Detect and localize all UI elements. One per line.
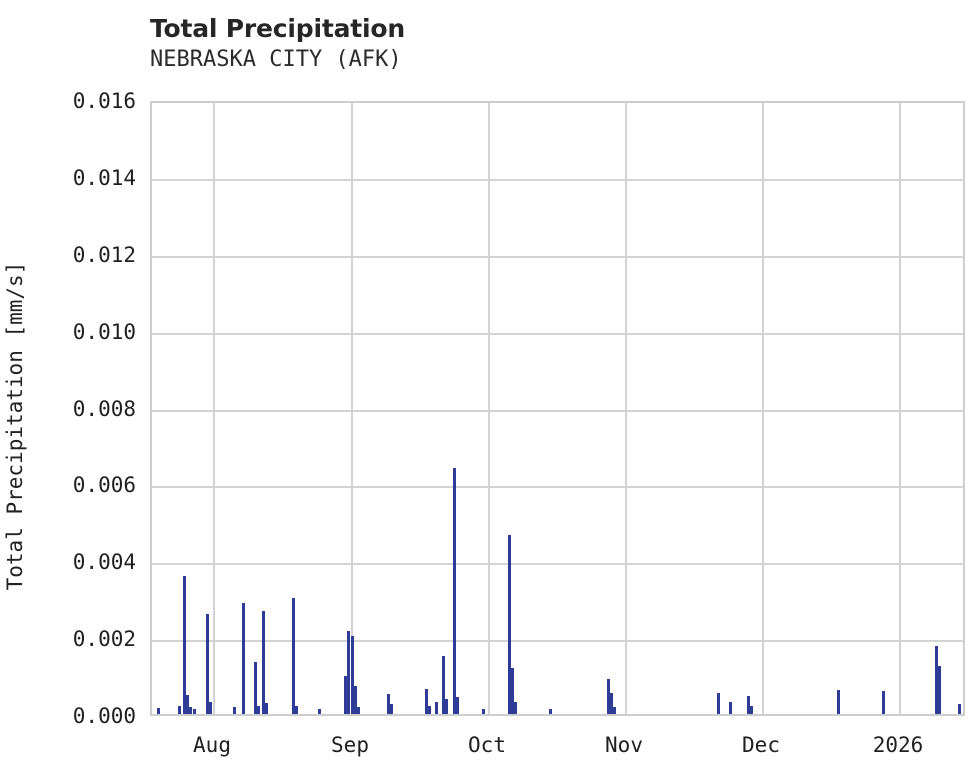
precipitation-bar [881, 690, 885, 714]
precipitation-bar [481, 709, 485, 714]
chart-subtitle: NEBRASKA CITY (AFK) [150, 47, 402, 72]
gridline-horizontal [152, 255, 963, 258]
y-tick-label: 0.002 [72, 627, 136, 652]
precipitation-bar [746, 695, 750, 714]
y-tick-label: 0.004 [72, 550, 136, 575]
precipitation-bar [261, 611, 265, 714]
title-block: Total Precipitation NEBRASKA CITY (AFK) [150, 14, 910, 74]
y-tick-label: 0.012 [72, 242, 136, 267]
precipitation-bar [343, 675, 347, 714]
precipitation-bar [424, 688, 428, 714]
y-axis-label-text: Total Precipitation [mm/s] [3, 261, 27, 591]
precipitation-bar [513, 702, 517, 714]
precipitation-bar [386, 694, 390, 714]
precipitation-bar [455, 696, 459, 714]
gridline-vertical [351, 103, 353, 714]
precipitation-bar [350, 635, 354, 714]
y-tick-label: 0.014 [72, 165, 136, 190]
gridline-vertical [213, 103, 215, 714]
y-tick-label: 0.006 [72, 473, 136, 498]
gridline-horizontal [152, 178, 963, 181]
y-tick-label: 0.016 [72, 89, 136, 113]
precipitation-bar [232, 707, 236, 714]
precipitation-bar [606, 679, 610, 714]
precipitation-bar [728, 702, 732, 714]
precipitation-bar [188, 707, 192, 714]
precipitation-bar [507, 534, 511, 714]
precipitation-bar [356, 707, 360, 714]
gridline-horizontal [152, 332, 963, 335]
precipitation-bar [291, 597, 295, 714]
gridline-vertical [762, 103, 764, 714]
precipitation-bar [389, 704, 393, 714]
precipitation-bar [934, 645, 938, 714]
precipitation-bar [427, 706, 431, 714]
y-tick-label: 0.010 [72, 319, 136, 344]
gridline-horizontal [152, 409, 963, 412]
precipitation-bar [548, 709, 552, 714]
precipitation-bar [177, 705, 181, 714]
gridline-vertical [488, 103, 490, 714]
precipitation-bar [156, 708, 160, 714]
precipitation-bar [264, 703, 268, 714]
precipitation-bar [716, 692, 720, 714]
y-tick-label: 0.008 [72, 396, 136, 421]
precipitation-bar [346, 631, 350, 714]
gridline-horizontal [152, 563, 963, 566]
precipitation-bar [205, 614, 209, 714]
precipitation-bar [749, 706, 753, 714]
gridline-horizontal [152, 486, 963, 489]
precipitation-bar [253, 662, 257, 714]
precipitation-bar [937, 665, 941, 714]
x-tick-label: Oct [468, 733, 506, 757]
precipitation-bar [441, 656, 445, 714]
page-title: Total Precipitation [150, 14, 405, 43]
gridline-horizontal [152, 640, 963, 643]
x-tick-label: Sep [331, 733, 369, 757]
precipitation-bar [957, 704, 961, 714]
precipitation-bar [192, 709, 196, 714]
precipitation-bar [241, 602, 245, 714]
x-tick-label: Dec [742, 733, 780, 757]
precipitation-bar [317, 709, 321, 714]
precipitation-bar [510, 667, 514, 714]
precipitation-bar [353, 685, 357, 714]
precipitation-bar [294, 706, 298, 714]
precipitation-bar [208, 702, 212, 714]
precipitation-bar [185, 694, 189, 714]
precipitation-bar [609, 692, 613, 714]
x-tick-label: 2026 [872, 733, 924, 757]
x-tick-label: Nov [605, 733, 643, 757]
gridline-vertical [899, 103, 901, 714]
plot-area [150, 101, 965, 716]
gridline-vertical [625, 103, 627, 714]
x-tick-label: Aug [193, 733, 231, 757]
precipitation-bar [836, 690, 840, 714]
precipitation-bar [256, 705, 260, 714]
precipitation-bar [612, 707, 616, 714]
y-axis-label: Total Precipitation [mm/s] [0, 0, 30, 780]
precipitation-bar [182, 575, 186, 714]
y-tick-label: 0.000 [72, 704, 136, 728]
precipitation-bar [444, 698, 448, 714]
precipitation-bar [452, 468, 456, 714]
precipitation-bar [434, 702, 438, 714]
